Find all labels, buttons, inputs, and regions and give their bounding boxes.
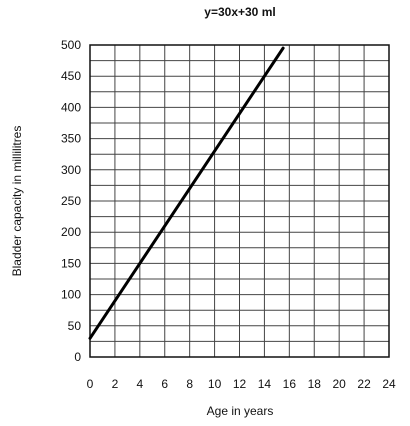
x-tick-label: 12 bbox=[233, 377, 247, 391]
x-tick-label: 0 bbox=[87, 377, 94, 391]
x-tick-label: 16 bbox=[283, 377, 297, 391]
x-tick-label: 18 bbox=[308, 377, 322, 391]
x-tick-label: 22 bbox=[357, 377, 371, 391]
x-tick-label: 14 bbox=[258, 377, 272, 391]
x-axis-label: Age in years bbox=[207, 404, 274, 418]
x-tick-label: 8 bbox=[186, 377, 193, 391]
x-tick-label: 10 bbox=[208, 377, 222, 391]
y-tick-label: 250 bbox=[61, 194, 81, 208]
y-tick-label: 300 bbox=[61, 163, 81, 177]
grid bbox=[89, 44, 390, 358]
y-tick-label: 200 bbox=[61, 225, 81, 239]
y-tick-label: 400 bbox=[61, 100, 81, 114]
series-group bbox=[88, 46, 285, 340]
y-tick-label: 100 bbox=[61, 288, 81, 302]
y-tick-label: 500 bbox=[61, 38, 81, 52]
y-tick-label: 0 bbox=[74, 350, 81, 364]
series-line bbox=[88, 46, 285, 340]
x-tick-label: 24 bbox=[382, 377, 396, 391]
chart-title: y=30x+30 ml bbox=[204, 5, 275, 19]
x-tick-label: 2 bbox=[112, 377, 119, 391]
y-axis-label: Bladder capacity in millilitres bbox=[10, 126, 24, 277]
x-tick-label: 20 bbox=[332, 377, 346, 391]
y-tick-label: 350 bbox=[61, 132, 81, 146]
y-tick-label: 50 bbox=[68, 319, 82, 333]
x-tick-label: 6 bbox=[161, 377, 168, 391]
y-tick-label: 150 bbox=[61, 256, 81, 270]
x-tick-label: 4 bbox=[136, 377, 143, 391]
y-tick-label: 450 bbox=[61, 69, 81, 83]
plot-frame bbox=[89, 44, 390, 358]
